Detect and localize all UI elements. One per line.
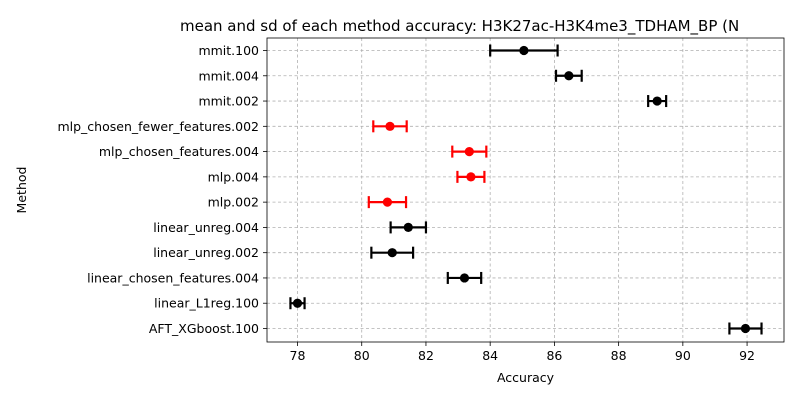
- y-tick-label: mlp.004: [208, 169, 259, 184]
- x-tick-label: 88: [611, 348, 627, 363]
- x-tick-label: 84: [482, 348, 498, 363]
- data-marks: [289, 44, 763, 335]
- mean-point: [459, 273, 470, 283]
- mean-point: [403, 222, 413, 233]
- y-tick-label: linear_L1reg.100: [154, 296, 259, 311]
- y-tick-label: linear_chosen_features.004: [87, 270, 259, 285]
- axis-ticks: 78 80 82 84 86 88 90 92 mmit.100 mmit.004 mmit.002…: [57, 43, 755, 363]
- mean-point: [385, 121, 395, 131]
- y-tick-label: mlp.002: [208, 195, 259, 210]
- y-tick-label: AFT_XGboost.100: [149, 321, 259, 336]
- y-tick-label: mlp_chosen_fewer_features.002: [57, 119, 259, 134]
- x-tick-label: 90: [675, 348, 691, 363]
- mean-point: [652, 96, 662, 106]
- mean-point: [466, 172, 476, 182]
- chart-title: mean and sd of each method accuracy: H3K…: [180, 17, 739, 36]
- mean-point: [464, 146, 474, 157]
- x-tick-label: 78: [290, 348, 306, 363]
- mean-point: [519, 45, 529, 56]
- y-tick-label: linear_unreg.002: [153, 245, 259, 260]
- mean-point: [564, 71, 574, 81]
- y-tick-label: mmit.004: [198, 68, 259, 83]
- mean-point: [740, 323, 751, 334]
- mean-point: [387, 248, 397, 258]
- x-axis-label: Accuracy: [497, 370, 555, 385]
- y-axis-label: Method: [14, 167, 29, 214]
- plot-frame: [266, 37, 785, 343]
- x-tick-label: 82: [418, 348, 434, 363]
- y-tick-label: mmit.002: [198, 94, 259, 109]
- y-tick-label: linear_unreg.004: [153, 220, 259, 235]
- x-tick-label: 92: [739, 348, 755, 363]
- x-tick-label: 80: [354, 348, 370, 363]
- mean-point: [382, 197, 393, 207]
- mean-point: [292, 298, 303, 308]
- y-tick-label: mlp_chosen_features.004: [99, 144, 259, 159]
- y-tick-label: mmit.100: [198, 43, 259, 58]
- x-tick-label: 86: [546, 348, 562, 363]
